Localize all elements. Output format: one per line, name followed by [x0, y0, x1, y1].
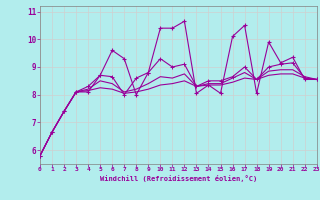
X-axis label: Windchill (Refroidissement éolien,°C): Windchill (Refroidissement éolien,°C) [100, 175, 257, 182]
